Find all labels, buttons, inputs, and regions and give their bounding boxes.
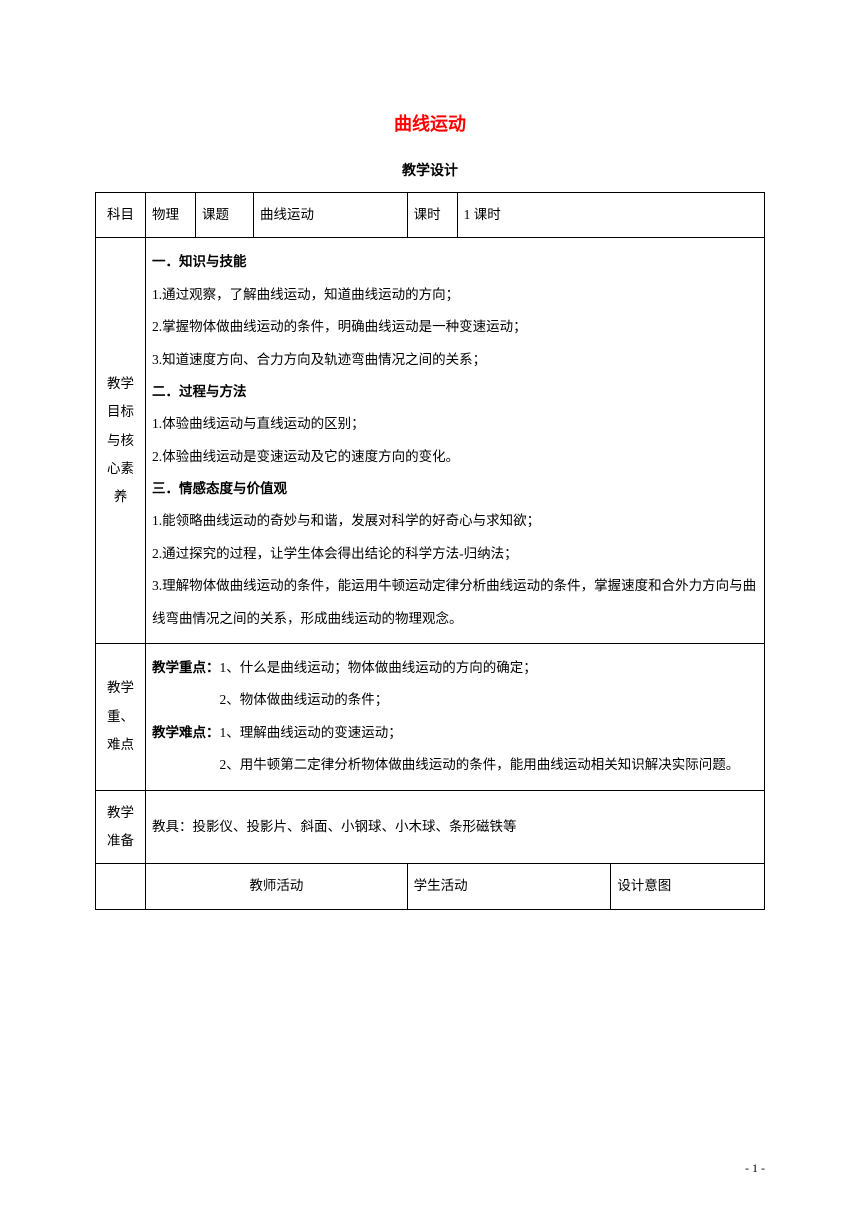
goals-section3-heading: 三．情感态度与价值观 [152, 473, 758, 505]
goals-s1-item2: 2.掌握物体做曲线运动的条件，明确曲线运动是一种变速运动； [152, 311, 758, 343]
topic-label: 课题 [196, 193, 254, 238]
goals-s1-item1: 1.通过观察，了解曲线运动，知道曲线运动的方向； [152, 279, 758, 311]
kp-item2: 2、物体做曲线运动的条件； [152, 684, 758, 716]
keypoints-content: 教学重点：1、什么是曲线运动；物体做曲线运动的方向的确定； 2、物体做曲线运动的… [146, 644, 765, 791]
prep-label: 教学准备 [96, 790, 146, 864]
keypoints-label: 教学重、难点 [96, 644, 146, 791]
keypoints-row: 教学重、难点 教学重点：1、什么是曲线运动；物体做曲线运动的方向的确定； 2、物… [96, 644, 765, 791]
teacher-activity-header: 教师活动 [146, 864, 408, 909]
topic-value: 曲线运动 [254, 193, 408, 238]
document-subtitle: 教学设计 [95, 160, 765, 180]
kp-item1: 1、什么是曲线运动；物体做曲线运动的方向的确定； [220, 660, 537, 675]
lesson-plan-table: 科目 物理 课题 曲线运动 课时 1 课时 教学目标与核心素养 一．知识与技能 … [95, 192, 765, 910]
period-value: 1 课时 [457, 193, 764, 238]
goals-s3-item1: 1.能领略曲线运动的奇妙与和谐，发展对科学的好奇心与求知欲； [152, 505, 758, 537]
subject-value: 物理 [146, 193, 196, 238]
diff-label: 教学难点： [152, 725, 220, 740]
diff-item1: 1、理解曲线运动的变速运动； [220, 725, 402, 740]
diff-line1: 教学难点：1、理解曲线运动的变速运动； [152, 717, 758, 749]
design-intent-header: 设计意图 [611, 864, 765, 909]
document-title: 曲线运动 [95, 110, 765, 136]
activity-blank [96, 864, 146, 909]
goals-content: 一．知识与技能 1.通过观察，了解曲线运动，知道曲线运动的方向； 2.掌握物体做… [146, 238, 765, 644]
kp-label: 教学重点： [152, 660, 220, 675]
activity-header-row: 教师活动 学生活动 设计意图 [96, 864, 765, 909]
goals-s3-item3: 3.理解物体做曲线运动的条件，能运用牛顿运动定律分析曲线运动的条件，掌握速度和合… [152, 570, 758, 635]
prep-row: 教学准备 教具：投影仪、投影片、斜面、小钢球、小木球、条形磁铁等 [96, 790, 765, 864]
goals-row: 教学目标与核心素养 一．知识与技能 1.通过观察，了解曲线运动，知道曲线运动的方… [96, 238, 765, 644]
header-row: 科目 物理 课题 曲线运动 课时 1 课时 [96, 193, 765, 238]
student-activity-header: 学生活动 [407, 864, 611, 909]
prep-content: 教具：投影仪、投影片、斜面、小钢球、小木球、条形磁铁等 [146, 790, 765, 864]
subject-label: 科目 [96, 193, 146, 238]
goals-section1-heading: 一．知识与技能 [152, 246, 758, 278]
goals-s1-item3: 3.知道速度方向、合力方向及轨迹弯曲情况之间的关系； [152, 344, 758, 376]
kp-line1: 教学重点：1、什么是曲线运动；物体做曲线运动的方向的确定； [152, 652, 758, 684]
period-label: 课时 [407, 193, 457, 238]
goals-label: 教学目标与核心素养 [96, 238, 146, 644]
goals-s3-item2: 2.通过探究的过程，让学生体会得出结论的科学方法-归纳法； [152, 538, 758, 570]
goals-s2-item1: 1.体验曲线运动与直线运动的区别； [152, 408, 758, 440]
page-number: - 1 - [745, 1161, 765, 1176]
goals-section2-heading: 二．过程与方法 [152, 376, 758, 408]
goals-s2-item2: 2.体验曲线运动是变速运动及它的速度方向的变化。 [152, 441, 758, 473]
diff-item2: 2、用牛顿第二定律分析物体做曲线运动的条件，能用曲线运动相关知识解决实际问题。 [152, 749, 758, 781]
